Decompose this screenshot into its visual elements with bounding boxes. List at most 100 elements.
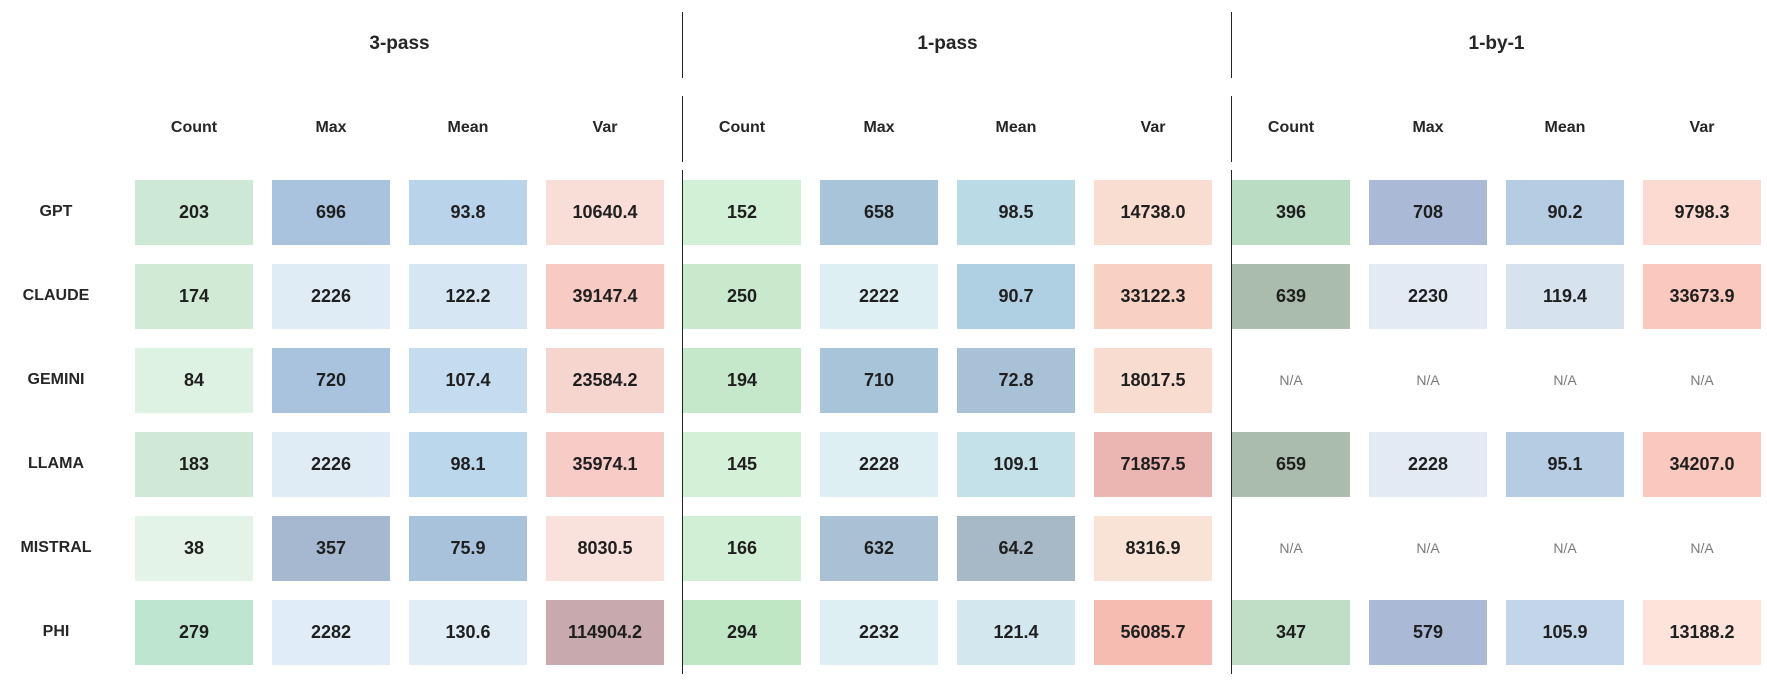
group-divider-header: [1231, 96, 1233, 162]
cell-value: 9798.3: [1674, 201, 1730, 222]
na-label: N/A: [1416, 372, 1440, 388]
table-cell: 659: [1232, 431, 1350, 497]
cell-value: 72.8: [998, 369, 1034, 390]
column-header-var: Var: [1689, 119, 1715, 136]
table-cell: 114904.2: [546, 599, 664, 665]
table-cell: 130.6: [409, 599, 527, 665]
cell-value: 347: [1275, 621, 1307, 642]
cell-value: 720: [315, 369, 347, 390]
table-cell: N/A: [1369, 348, 1487, 413]
column-header-count: Count: [718, 119, 766, 136]
group-divider: [682, 254, 684, 338]
cell-value: 119.4: [1542, 285, 1588, 306]
group-divider: [1231, 506, 1233, 590]
table-cell: 75.9: [409, 515, 527, 581]
table-cell: 2228: [1369, 431, 1487, 497]
cell-value: 38: [183, 537, 205, 558]
cell-value: 183: [178, 453, 210, 474]
cell-value: 122.2: [445, 285, 491, 306]
cell-value: 632: [863, 537, 895, 558]
cell-value: 166: [726, 537, 758, 558]
table-cell: 34207.0: [1643, 431, 1761, 497]
na-label: N/A: [1416, 540, 1440, 556]
column-header-mean: Mean: [1544, 119, 1586, 136]
cell-value: 98.5: [998, 201, 1034, 222]
table-cell: 10640.4: [546, 179, 664, 245]
table-cell: 14738.0: [1094, 179, 1212, 245]
table-cell: 294: [683, 599, 801, 665]
cell-value: 107.4: [445, 369, 491, 390]
row-label-phi: PHI: [42, 623, 70, 640]
cell-value: 357: [315, 537, 347, 558]
group-title: 3-pass: [369, 33, 430, 54]
cell-value: 64.2: [998, 537, 1034, 558]
table-cell: 357: [272, 515, 390, 581]
cell-value: 396: [1275, 201, 1307, 222]
cell-value: 33673.9: [1669, 285, 1735, 306]
table-cell: 396: [1232, 179, 1350, 245]
table-cell: 2282: [272, 599, 390, 665]
cell-value: 10640.4: [572, 201, 638, 222]
column-header-max: Max: [1412, 119, 1444, 136]
row-label-gemini: GEMINI: [27, 371, 85, 388]
cell-value: 710: [863, 369, 895, 390]
table-cell: N/A: [1232, 516, 1350, 581]
cell-value: 90.2: [1547, 201, 1583, 222]
group-divider: [682, 506, 684, 590]
cell-value: 18017.5: [1120, 369, 1186, 390]
group-divider: [682, 422, 684, 506]
table-cell: 2226: [272, 431, 390, 497]
table-cell: 203: [135, 179, 253, 245]
na-label: N/A: [1553, 372, 1577, 388]
table-cell: 64.2: [957, 515, 1075, 581]
table-cell: 708: [1369, 179, 1487, 245]
cell-value: 33122.3: [1120, 285, 1186, 306]
table-cell: 174: [135, 263, 253, 329]
table-cell: 23584.2: [546, 347, 664, 413]
table-cell: 8316.9: [1094, 515, 1212, 581]
cell-value: 579: [1412, 621, 1444, 642]
table-cell: 8030.5: [546, 515, 664, 581]
cell-value: 109.1: [993, 453, 1039, 474]
table-cell: 9798.3: [1643, 179, 1761, 245]
cell-value: 130.6: [445, 621, 491, 642]
table-cell: 71857.5: [1094, 431, 1212, 497]
table-cell: 33673.9: [1643, 263, 1761, 329]
table-cell: 107.4: [409, 347, 527, 413]
column-header-count: Count: [1267, 119, 1315, 136]
table-cell: 2230: [1369, 263, 1487, 329]
table-cell: 710: [820, 347, 938, 413]
cell-value: 98.1: [450, 453, 486, 474]
table-cell: 72.8: [957, 347, 1075, 413]
cell-value: 203: [178, 201, 210, 222]
column-header-max: Max: [315, 119, 347, 136]
table-cell: 2228: [820, 431, 938, 497]
table-cell: 2222: [820, 263, 938, 329]
table-cell: 250: [683, 263, 801, 329]
table-cell: 98.5: [957, 179, 1075, 245]
table-cell: N/A: [1643, 516, 1761, 581]
cell-value: 121.4: [993, 621, 1039, 642]
cell-value: 8316.9: [1125, 537, 1181, 558]
group-title: 1-by-1: [1468, 33, 1525, 54]
cell-value: 8030.5: [577, 537, 633, 558]
cell-value: 114904.2: [567, 621, 643, 642]
column-header-var: Var: [592, 119, 618, 136]
cell-value: 13188.2: [1669, 621, 1735, 642]
cell-value: 2226: [310, 285, 352, 306]
table-cell: 35974.1: [546, 431, 664, 497]
group-divider: [1231, 590, 1233, 674]
cell-value: 105.9: [1542, 621, 1588, 642]
cell-value: 2232: [858, 621, 900, 642]
group-divider: [1231, 254, 1233, 338]
cell-value: 174: [178, 285, 210, 306]
cell-value: 708: [1412, 201, 1444, 222]
cell-value: 2226: [310, 453, 352, 474]
table-cell: 2232: [820, 599, 938, 665]
table-cell: N/A: [1643, 348, 1761, 413]
table-cell: 194: [683, 347, 801, 413]
table-cell: 145: [683, 431, 801, 497]
group-divider: [682, 590, 684, 674]
group-title: 1-pass: [917, 33, 978, 54]
